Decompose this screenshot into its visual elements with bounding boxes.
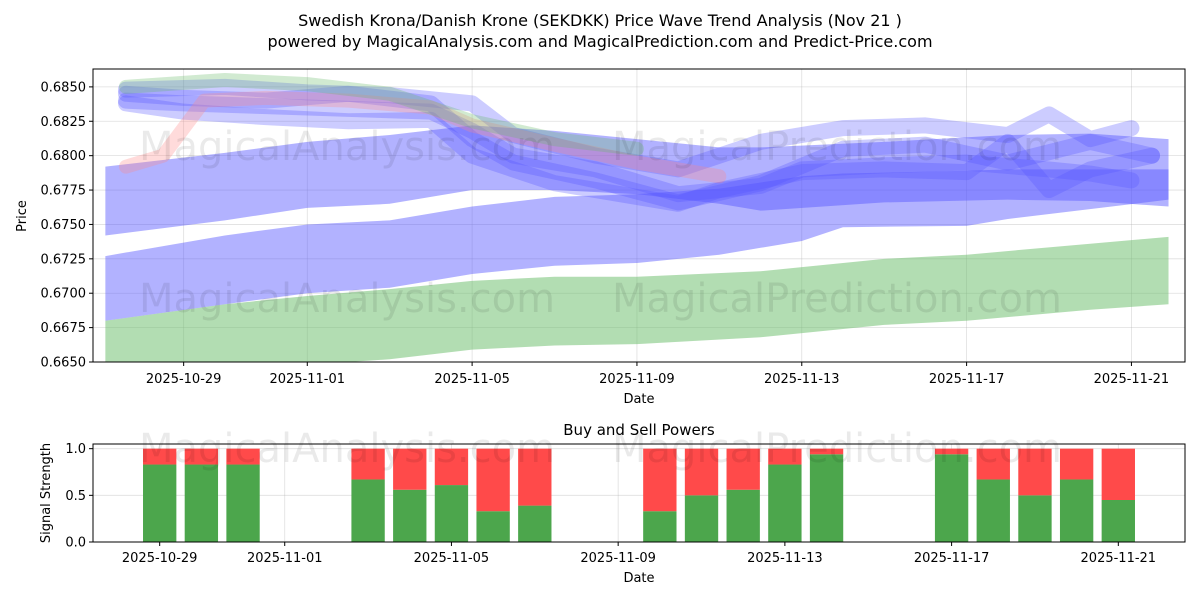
buy-bar [1059, 479, 1094, 542]
buy-sell-xtick-label: 2025-10-29 [122, 551, 198, 566]
buy-sell-ticks: 0.0 0.5 1.0 2025-10-29 2025-11-01 2025-11-05 2… [65, 442, 1156, 566]
watermark-analysis: MagicalAnalysis.com [139, 124, 555, 170]
buy-bar [434, 485, 469, 542]
buy-bar [768, 464, 802, 542]
buy-bar [1018, 495, 1052, 542]
buy-bar [726, 489, 760, 542]
price-ylabel: Price [15, 200, 30, 232]
wave-lines [117, 73, 1161, 212]
buy-sell-ytick-label: 0.5 [65, 489, 86, 504]
price-xtick-label: 2025-11-05 [434, 372, 510, 387]
price-ytick-label: 0.6750 [41, 218, 87, 233]
sell-bar [684, 448, 719, 496]
buy-sell-chart: Buy and Sell Powers MagicalAnalysis.com … [39, 421, 1186, 586]
buy-bar [143, 464, 177, 542]
price-xlabel: Date [623, 392, 654, 407]
sell-bar [351, 448, 385, 480]
buy-bar [684, 495, 719, 542]
blue-wave-band-low [105, 169, 1169, 321]
sell-bar [1101, 448, 1135, 500]
buy-bar [809, 454, 844, 542]
price-xtick-label: 2025-11-13 [764, 372, 840, 387]
buy-sell-xlabel: Date [623, 571, 654, 586]
price-ytick-label: 0.6775 [41, 184, 87, 199]
sell-bar [1018, 448, 1052, 496]
sell-bar [393, 448, 427, 490]
sell-bar [518, 448, 552, 506]
buy-sell-ytick-label: 1.0 [65, 442, 86, 457]
sell-bar [1059, 448, 1094, 480]
price-ytick-label: 0.6850 [41, 80, 87, 95]
buy-bar [1101, 500, 1135, 542]
watermark-prediction-3: MagicalPrediction.com [612, 426, 1062, 472]
buy-bar [184, 464, 219, 542]
green-wave-band [105, 236, 1169, 362]
buy-sell-xtick-label: 2025-11-21 [1081, 551, 1157, 566]
price-ytick-label: 0.6725 [41, 252, 87, 267]
buy-sell-xtick-label: 2025-11-09 [580, 551, 656, 566]
price-ytick-label: 0.6825 [41, 115, 87, 130]
price-chart: MagicalAnalysis.com MagicalPrediction.co… [15, 68, 1186, 407]
wave-line-2 [117, 85, 1161, 211]
sell-bar [726, 448, 760, 490]
wave-line-3 [117, 95, 1161, 212]
buy-bar [976, 479, 1010, 542]
sell-bar [226, 448, 260, 465]
buy-bar [476, 511, 510, 542]
price-xtick-label: 2025-11-21 [1094, 372, 1170, 387]
price-xtick-label: 2025-11-09 [599, 372, 675, 387]
buy-sell-xtick-label: 2025-11-05 [414, 551, 490, 566]
buy-bar [351, 479, 385, 542]
wave-line-red [118, 90, 727, 184]
blue-wave-band-high [105, 125, 1169, 236]
watermark-analysis-2: MagicalAnalysis.com [139, 276, 555, 322]
buy-sell-xtick-label: 2025-11-17 [914, 551, 990, 566]
buy-bar [226, 464, 260, 542]
wave-line-green-faint [118, 73, 644, 156]
buy-sell-xtick-label: 2025-11-01 [247, 551, 323, 566]
buy-sell-title: Buy and Sell Powers [563, 421, 715, 439]
price-ticks: 2025-10-29 2025-11-01 2025-11-05 2025-11-09… [41, 80, 1170, 387]
price-xtick-label: 2025-10-29 [146, 372, 222, 387]
buy-sell-ylabel: Signal Strength [39, 443, 54, 543]
buy-bar [518, 505, 552, 542]
buy-bar [934, 454, 969, 542]
price-ytick-label: 0.6800 [41, 149, 87, 164]
chart-title-line1: Swedish Krona/Danish Krone (SEKDKK) Pric… [298, 11, 902, 30]
sell-bar [976, 448, 1010, 480]
sell-bar [184, 448, 219, 465]
buy-bar [393, 489, 427, 542]
sell-bar [476, 448, 510, 512]
watermark-prediction: MagicalPrediction.com [612, 124, 1062, 170]
chart-title-line2: powered by MagicalAnalysis.com and Magic… [267, 32, 932, 51]
sell-bar [809, 448, 844, 455]
sell-bar [934, 448, 969, 455]
sell-bar [643, 448, 677, 512]
watermark-analysis-3: MagicalAnalysis.com [139, 426, 555, 472]
price-ytick-label: 0.6700 [41, 287, 87, 302]
price-xtick-label: 2025-11-01 [269, 372, 345, 387]
sell-bar [768, 448, 802, 465]
price-xtick-label: 2025-11-17 [929, 372, 1005, 387]
buy-sell-xtick-label: 2025-11-13 [747, 551, 823, 566]
sell-bar [143, 448, 177, 465]
wave-bands [105, 125, 1169, 362]
watermark-prediction-2: MagicalPrediction.com [612, 276, 1062, 322]
buy-sell-axes-frame [92, 443, 1186, 543]
buy-sell-ytick-label: 0.0 [65, 536, 86, 551]
price-ytick-label: 0.6650 [41, 356, 87, 371]
sell-bar [434, 448, 469, 486]
wave-line-main [117, 92, 1140, 203]
buy-sell-bars [143, 448, 1135, 542]
price-axes-frame [92, 68, 1186, 363]
buy-bar [643, 511, 677, 542]
wave-line-4 [117, 78, 1140, 178]
price-ytick-label: 0.6675 [41, 321, 87, 336]
